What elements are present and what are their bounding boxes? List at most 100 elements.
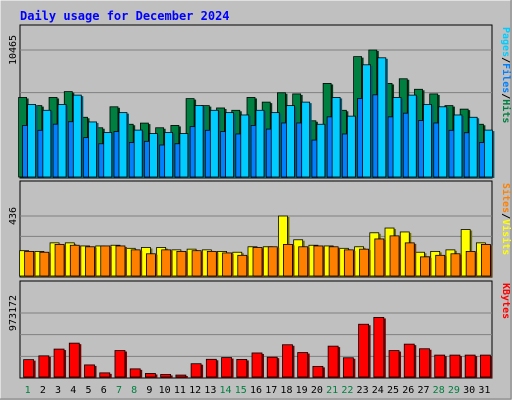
x-tick-label-12: 12 (189, 385, 201, 396)
legend-slash: / (500, 57, 511, 63)
x-tick-label-9: 9 (146, 385, 152, 396)
x-tick-label-3: 3 (55, 385, 61, 396)
x-tick-label-2: 2 (40, 385, 46, 396)
bar-kbytes-19 (297, 352, 309, 378)
bar-kbytes-16 (251, 352, 263, 378)
bar-sites-29 (450, 253, 461, 277)
bar-pages-8 (133, 129, 143, 178)
bar-sites-27 (420, 256, 430, 277)
legend-pages: Pages (500, 27, 511, 57)
x-tick-label-18: 18 (280, 385, 292, 396)
bar-kbytes-12 (190, 363, 202, 378)
bar-pages-23 (362, 64, 371, 178)
bar-kbytes-20 (312, 365, 324, 378)
bar-kbytes-8 (129, 368, 141, 378)
bar-sites-19 (298, 246, 309, 277)
bar-sites-25 (389, 235, 400, 277)
bar-pages-21 (331, 97, 341, 178)
x-tick-label-11: 11 (174, 385, 186, 396)
bar-pages-1 (27, 104, 37, 178)
bar-kbytes-1 (23, 359, 35, 378)
bar-sites-21 (328, 246, 339, 277)
bar-sites-22 (343, 249, 354, 277)
bar-pages-18 (286, 105, 295, 178)
bar-pages-6 (103, 132, 113, 178)
bar-kbytes-3 (53, 348, 65, 378)
bar-kbytes-10 (160, 374, 172, 378)
legend-slash: / (500, 213, 511, 219)
legend: Sites/Visits (500, 183, 512, 255)
bar-pages-10 (164, 132, 174, 178)
bar-pages-7 (118, 112, 128, 178)
bar-pages-12 (194, 105, 204, 178)
x-tick-label-15: 15 (235, 385, 247, 396)
x-tick-label-13: 13 (204, 385, 216, 396)
x-tick-label-16: 16 (250, 385, 262, 396)
x-tick-label-14: 14 (220, 385, 232, 396)
bar-pages-26 (407, 94, 417, 178)
bar-sites-2 (39, 251, 50, 277)
bar-kbytes-6 (99, 372, 111, 378)
legend-files: Files (500, 63, 512, 93)
x-tick-label-26: 26 (402, 385, 414, 396)
bar-sites-18 (283, 244, 293, 277)
x-tick-label-10: 10 (159, 385, 171, 396)
bar-kbytes-23 (358, 323, 369, 378)
bar-sites-17 (267, 246, 278, 277)
x-tick-label-6: 6 (101, 385, 107, 396)
bar-kbytes-30 (464, 354, 476, 378)
bar-sites-15 (237, 254, 248, 277)
bar-sites-8 (130, 249, 141, 277)
x-tick-label-23: 23 (357, 385, 369, 396)
bar-pages-13 (209, 109, 219, 178)
y-max-label: 436 (8, 207, 19, 225)
bar-kbytes-7 (114, 350, 126, 378)
x-tick-label-1: 1 (25, 385, 31, 396)
bar-pages-31 (483, 129, 493, 178)
bar-pages-15 (240, 114, 250, 178)
bar-sites-26 (404, 242, 415, 277)
bar-pages-9 (149, 133, 158, 178)
bar-kbytes-14 (221, 357, 232, 378)
bar-kbytes-9 (145, 373, 156, 378)
bar-sites-28 (435, 254, 446, 277)
bar-pages-29 (453, 114, 463, 178)
bar-kbytes-5 (84, 364, 95, 378)
panel-3: 973172 KBytes (8, 280, 511, 379)
x-tick-label-28: 28 (433, 385, 445, 396)
legend-kbytes: KBytes (500, 283, 511, 319)
bar-pages-5 (88, 121, 97, 178)
bar-pages-30 (468, 116, 478, 178)
bar-pages-27 (423, 104, 432, 178)
bar-kbytes-27 (419, 348, 430, 378)
bar-kbytes-18 (282, 344, 293, 378)
y-max-label: 973172 (8, 295, 19, 331)
bar-sites-3 (54, 244, 65, 277)
x-tick-label-21: 21 (326, 385, 338, 396)
bar-kbytes-28 (434, 354, 446, 378)
chart-title: Daily usage for December 2024 (20, 9, 230, 23)
x-tick-label-31: 31 (478, 385, 490, 396)
x-tick-label-20: 20 (311, 385, 323, 396)
bar-pages-2 (42, 109, 52, 178)
bar-pages-3 (57, 104, 67, 178)
x-tick-label-7: 7 (116, 385, 122, 396)
x-tick-label-24: 24 (372, 385, 384, 396)
bar-kbytes-4 (68, 342, 80, 378)
bar-kbytes-29 (449, 354, 461, 378)
bar-sites-12 (191, 250, 202, 277)
bar-pages-11 (179, 133, 189, 178)
x-tick-label-22: 22 (341, 385, 353, 396)
bar-kbytes-25 (388, 350, 400, 378)
x-tick-label-25: 25 (387, 385, 399, 396)
bar-kbytes-11 (175, 374, 187, 378)
bar-pages-14 (225, 112, 234, 178)
bar-pages-25 (392, 97, 402, 178)
bar-kbytes-2 (38, 355, 50, 378)
bar-sites-1 (24, 250, 35, 277)
bar-kbytes-17 (266, 356, 278, 378)
bar-kbytes-26 (403, 343, 415, 378)
bar-sites-11 (176, 250, 187, 277)
bar-sites-5 (85, 246, 95, 277)
